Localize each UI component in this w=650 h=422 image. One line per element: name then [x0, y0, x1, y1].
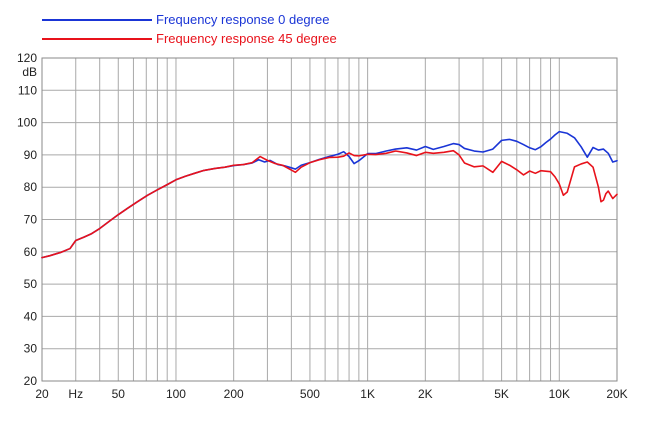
y-tick-label: 30: [24, 342, 38, 356]
x-tick-label: 50: [112, 387, 126, 401]
x-tick-label: 10K: [549, 387, 570, 401]
x-tick-label: 20K: [606, 387, 627, 401]
x-tick-label: 500: [300, 387, 320, 401]
legend-label: Frequency response 0 degree: [156, 12, 329, 27]
x-tick-label: 2K: [418, 387, 433, 401]
legend-label: Frequency response 45 degree: [156, 31, 337, 46]
x-tick-label: Hz: [68, 387, 83, 401]
series-lines: [41, 130, 618, 259]
x-tick-label: 1K: [360, 387, 375, 401]
x-tick-label: 20: [35, 387, 49, 401]
plot-frame: [41, 57, 618, 382]
x-tick-label: 5K: [494, 387, 509, 401]
y-unit-label: dB: [22, 65, 37, 79]
y-tick-label: 20: [24, 374, 38, 388]
y-tick-label: 60: [24, 245, 38, 259]
grid: [42, 58, 617, 381]
x-tick-labels: 20 Hz 50 100 200 500 1K 2K 5K 10K 20K: [35, 387, 627, 401]
y-tick-labels: 20 30 40 50 60 70 80 90 100 110 120: [17, 51, 37, 388]
y-tick-label: 80: [24, 180, 38, 194]
y-tick-label: 70: [24, 213, 38, 227]
y-tick-label: 100: [17, 116, 37, 130]
y-tick-label: 50: [24, 277, 38, 291]
y-tick-label: 110: [18, 83, 37, 97]
legend: Frequency response 0 degree Frequency res…: [42, 12, 337, 46]
y-tick-label: 120: [17, 51, 37, 65]
x-tick-label: 100: [166, 387, 186, 401]
series-line-1: [41, 149, 618, 259]
y-tick-label: 40: [24, 309, 38, 323]
y-tick-label: 90: [24, 148, 38, 162]
x-tick-label: 200: [224, 387, 244, 401]
